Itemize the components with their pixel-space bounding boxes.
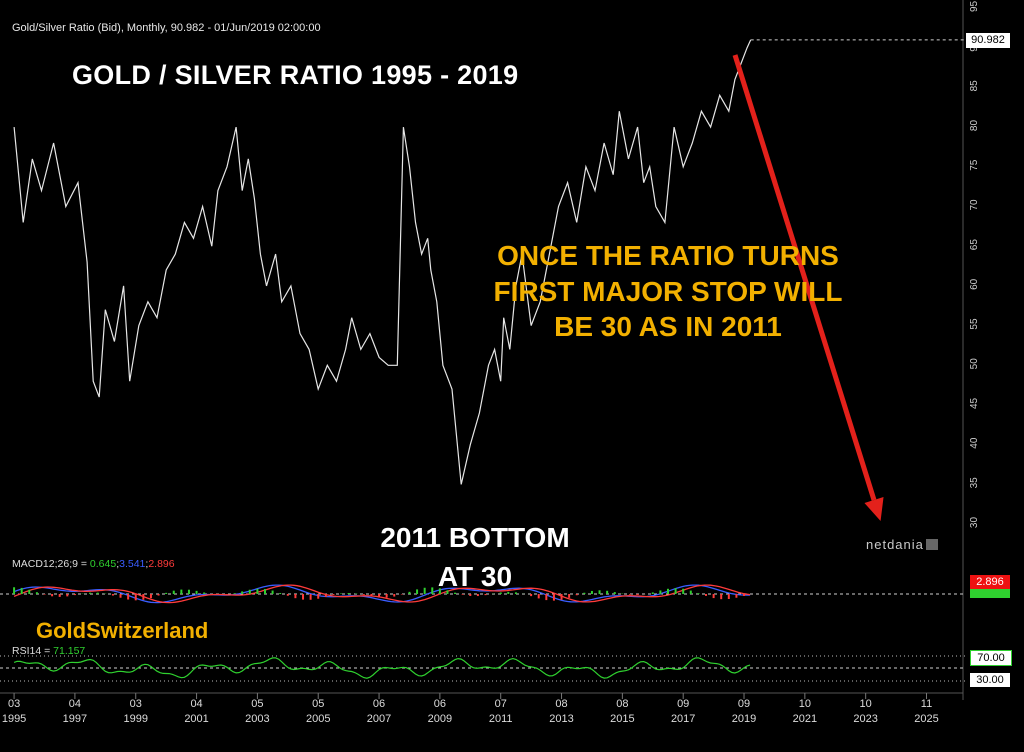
x-tick-label-bottom: 2019	[732, 713, 756, 725]
x-tick-label-top: 04	[190, 698, 202, 710]
chart-title: GOLD / SILVER RATIO 1995 - 2019	[72, 60, 519, 90]
logo-icon	[925, 539, 938, 550]
y-tick-label: 55	[969, 318, 980, 330]
x-tick-label-top: 03	[130, 698, 142, 710]
x-tick-label-bottom: 2001	[184, 713, 208, 725]
x-tick-label-top: 04	[69, 698, 81, 710]
macd-value-signal: 2.896	[148, 558, 175, 570]
y-tick-label: 85	[969, 80, 980, 92]
x-tick-label-bottom: 1995	[2, 713, 26, 725]
x-tick-label-top: 05	[312, 698, 324, 710]
y-tick-label: 65	[969, 239, 980, 251]
x-tick-label-top: 06	[373, 698, 385, 710]
y-tick-label: 80	[969, 120, 980, 132]
macd-panel	[0, 584, 966, 604]
rsi-line	[13, 657, 751, 679]
rsi-label: RSI14 = 71.157	[12, 645, 85, 657]
forecast-callout: ONCE THE RATIO TURNS FIRST MAJOR STOP WI…	[448, 238, 888, 345]
bottom-line: AT 30	[437, 561, 513, 593]
x-tick-label-top: 03	[8, 698, 20, 710]
x-tick-label-top: 08	[555, 698, 567, 710]
y-tick-label: 40	[969, 437, 980, 449]
x-tick-label-bottom: 2009	[428, 713, 452, 725]
x-tick-label-top: 09	[738, 698, 750, 710]
y-tick-label: 30	[969, 517, 980, 529]
x-tick-label-bottom: 2011	[489, 713, 513, 725]
x-tick-label-bottom: 2023	[853, 713, 877, 725]
y-tick-label: 45	[969, 397, 980, 409]
y-tick-label: 95	[969, 0, 980, 12]
last-price-badge: 90.982	[966, 33, 1010, 48]
x-tick-label-bottom: 2025	[914, 713, 938, 725]
bottom-annotation: 2011 BOTTOM AT 30	[350, 518, 600, 596]
forecast-arrow-head	[864, 497, 884, 521]
y-tick-label: 35	[969, 477, 980, 489]
callout-line: FIRST MAJOR STOP WILL	[493, 275, 843, 307]
x-tick-label-top: 10	[799, 698, 811, 710]
bottom-line: 2011 BOTTOM	[380, 522, 570, 553]
x-tick-label-bottom: 2013	[549, 713, 573, 725]
x-tick-label-top: 07	[495, 698, 507, 710]
x-tick-label-bottom: 2007	[367, 713, 391, 725]
macd-label: MACD12;26;9 = 0.645;3.541;2.896	[12, 558, 175, 570]
y-tick-label: 60	[969, 278, 980, 290]
y-tick-label: 75	[969, 159, 980, 171]
price-line	[13, 39, 752, 485]
rsi-upper-badge: 70.00	[970, 650, 1012, 666]
y-tick-label: 50	[969, 358, 980, 370]
rsi-label-text: RSI14 =	[12, 645, 54, 657]
x-tick-label-bottom: 2017	[671, 713, 695, 725]
macd-label-text: MACD12;26;9 =	[12, 558, 90, 570]
x-tick-label-bottom: 2015	[610, 713, 634, 725]
callout-line: BE 30 AS IN 2011	[554, 311, 782, 343]
rsi-panel	[0, 655, 966, 682]
x-tick-label-bottom: 2003	[245, 713, 269, 725]
forecast-arrow	[732, 54, 877, 501]
y-tick-label: 70	[969, 199, 980, 211]
x-tick-label-top: 08	[616, 698, 628, 710]
netdania-logo: netdania	[866, 537, 938, 552]
x-tick-label-top: 11	[921, 698, 932, 710]
macd-histogram-badge	[970, 589, 1010, 598]
x-tick-label-top: 09	[677, 698, 689, 710]
callout-line: ONCE THE RATIO TURNS	[497, 240, 839, 271]
x-tick-label-bottom: 2021	[793, 713, 817, 725]
x-tick-label-top: 10	[860, 698, 872, 710]
x-tick-label-top: 05	[251, 698, 263, 710]
logo-text: netdania	[866, 537, 924, 552]
macd-value-line: 3.541	[119, 558, 146, 570]
rsi-value: 71.157	[53, 645, 86, 657]
macd-signal-badge: 2.896	[970, 575, 1010, 589]
x-tick-label-top: 06	[434, 698, 446, 710]
rsi-lower-badge: 30.00	[970, 673, 1010, 687]
x-tick-label-bottom: 1999	[123, 713, 147, 725]
x-tick-label-bottom: 2005	[306, 713, 330, 725]
x-tick-label-bottom: 1997	[63, 713, 87, 725]
brand-watermark: GoldSwitzerland	[36, 618, 209, 643]
macd-value-histogram: 0.645	[89, 558, 117, 570]
chart-header: Gold/Silver Ratio (Bid), Monthly, 90.982…	[12, 22, 321, 34]
